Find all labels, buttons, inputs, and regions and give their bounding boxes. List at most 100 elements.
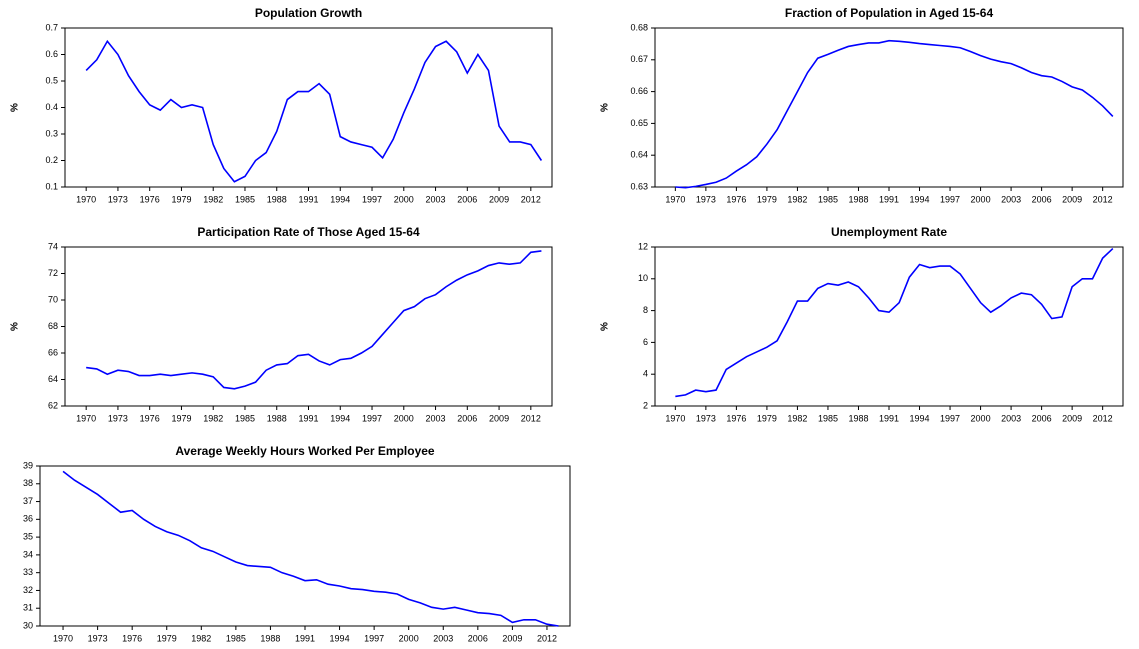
x-tick-label: 2012 [537, 633, 557, 643]
y-tick-label: 35 [23, 531, 33, 541]
x-tick-label: 1988 [267, 194, 287, 204]
chart-title: Fraction of Population in Aged 15-64 [785, 6, 994, 20]
series-line [85, 39, 543, 183]
y-tick-label: 0.65 [630, 118, 648, 128]
x-tick-label: 2000 [394, 413, 414, 423]
y-tick-label: 33 [23, 567, 33, 577]
x-tick-label: 1985 [235, 194, 255, 204]
x-tick-label: 1994 [330, 194, 350, 204]
x-tick-label: 1979 [171, 194, 191, 204]
x-tick-label: 1973 [696, 413, 716, 423]
x-tick-label: 1994 [330, 413, 350, 423]
x-tick-label: 1985 [818, 413, 838, 423]
x-tick-label: 1976 [140, 194, 160, 204]
y-tick-label: 31 [23, 603, 33, 613]
x-tick-label: 2006 [468, 633, 488, 643]
x-tick-label: 2009 [1062, 194, 1082, 204]
x-tick-label: 2000 [971, 413, 991, 423]
y-tick-label: 0.6 [45, 49, 58, 59]
x-tick-label: 1994 [910, 413, 930, 423]
y-tick-label: 2 [643, 400, 648, 410]
y-tick-label: 36 [23, 514, 33, 524]
chart-title: Population Growth [255, 6, 362, 20]
y-tick-label: 0.64 [630, 150, 648, 160]
chart-title: Unemployment Rate [831, 225, 947, 239]
y-tick-label: 32 [23, 585, 33, 595]
x-tick-label: 1973 [88, 633, 108, 643]
x-tick-label: 1994 [910, 194, 930, 204]
y-tick-label: 4 [643, 369, 648, 379]
plot-frame [654, 246, 1124, 407]
x-tick-label: 2009 [489, 413, 509, 423]
x-tick-label: 1985 [226, 633, 246, 643]
x-tick-label: 1979 [757, 194, 777, 204]
x-tick-label: 1976 [140, 413, 160, 423]
x-tick-label: 2000 [971, 194, 991, 204]
x-tick-label: 1973 [108, 413, 128, 423]
x-tick-label: 1982 [203, 194, 223, 204]
x-tick-label: 2003 [426, 194, 446, 204]
x-tick-label: 1991 [879, 194, 899, 204]
x-tick-label: 2003 [1001, 194, 1021, 204]
x-tick-label: 1991 [298, 194, 318, 204]
x-tick-label: 1991 [298, 413, 318, 423]
x-tick-label: 2003 [426, 413, 446, 423]
y-tick-label: 0.66 [630, 86, 648, 96]
y-tick-label: 68 [48, 321, 58, 331]
x-tick-label: 1994 [330, 633, 350, 643]
y-axis-label: % [10, 103, 21, 112]
chart-title: Average Weekly Hours Worked Per Employee [175, 444, 435, 458]
x-tick-label: 1997 [362, 194, 382, 204]
x-tick-label: 2006 [457, 194, 477, 204]
y-tick-label: 64 [48, 374, 58, 384]
y-tick-label: 0.67 [630, 54, 648, 64]
x-tick-label: 2012 [521, 413, 541, 423]
x-tick-label: 1982 [191, 633, 211, 643]
x-tick-label: 1982 [787, 194, 807, 204]
x-tick-label: 1991 [879, 413, 899, 423]
x-tick-label: 1973 [108, 194, 128, 204]
x-tick-label: 2003 [1001, 413, 1021, 423]
y-tick-label: 34 [23, 549, 33, 559]
x-tick-label: 1982 [787, 413, 807, 423]
y-tick-label: 6 [643, 337, 648, 347]
x-tick-label: 2009 [489, 194, 509, 204]
x-tick-label: 2000 [399, 633, 419, 643]
x-tick-label: 1988 [848, 194, 868, 204]
x-tick-label: 2009 [1062, 413, 1082, 423]
x-tick-label: 2000 [394, 194, 414, 204]
y-axis-label: % [10, 322, 21, 331]
x-tick-label: 1976 [122, 633, 142, 643]
x-tick-label: 2006 [1032, 413, 1052, 423]
x-tick-label: 1973 [696, 194, 716, 204]
x-tick-label: 1988 [260, 633, 280, 643]
y-tick-label: 62 [48, 400, 58, 410]
y-tick-label: 0.5 [45, 75, 58, 85]
y-tick-label: 0.3 [45, 128, 58, 138]
y-tick-label: 0.1 [45, 181, 58, 191]
plot-frame [39, 465, 571, 627]
y-tick-label: 0.7 [45, 22, 58, 32]
series-line [675, 248, 1114, 398]
y-tick-label: 37 [23, 496, 33, 506]
y-tick-label: 0.2 [45, 155, 58, 165]
y-tick-label: 74 [48, 241, 58, 251]
x-tick-label: 1976 [726, 194, 746, 204]
series-line [675, 39, 1114, 189]
x-tick-label: 1970 [53, 633, 73, 643]
x-tick-label: 1982 [203, 413, 223, 423]
x-tick-label: 1985 [818, 194, 838, 204]
y-axis-label: % [600, 322, 611, 331]
x-tick-label: 1991 [295, 633, 315, 643]
series-line [86, 250, 542, 390]
x-tick-label: 1970 [76, 194, 96, 204]
x-tick-label: 1997 [940, 413, 960, 423]
x-tick-label: 1997 [362, 413, 382, 423]
plot-frame [64, 27, 553, 188]
x-tick-label: 1988 [267, 413, 287, 423]
y-tick-label: 8 [643, 305, 648, 315]
x-tick-label: 1970 [76, 413, 96, 423]
y-tick-label: 12 [638, 241, 648, 251]
x-tick-label: 1970 [665, 194, 685, 204]
